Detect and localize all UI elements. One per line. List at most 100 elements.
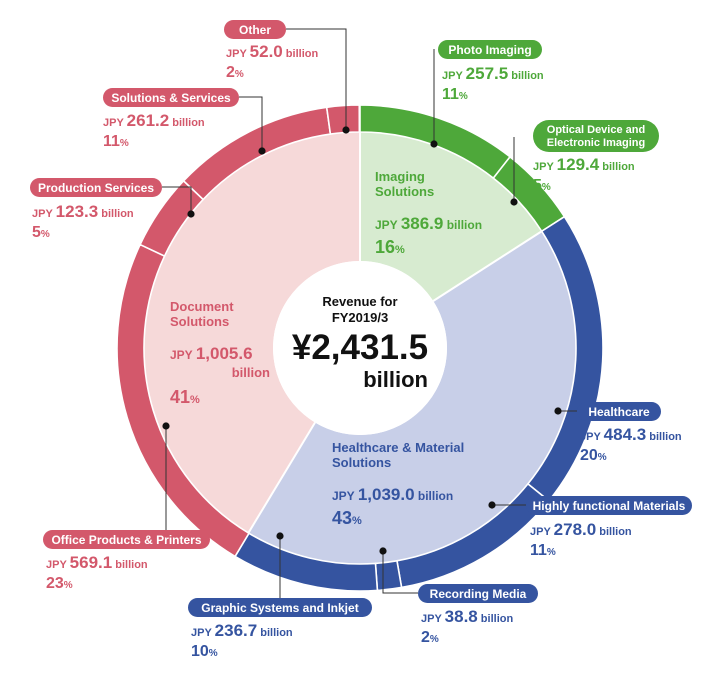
inner-label-value: JPY 386.9 billion — [375, 214, 482, 233]
outer-label-value: JPY 257.5 billion — [442, 64, 544, 83]
leader-dot-2 — [554, 407, 562, 415]
outer-label-pill — [103, 88, 239, 107]
outer-label-name: Electronic Imaging — [547, 137, 645, 149]
inner-label-prefix: JPY — [332, 489, 358, 503]
center-caption-line2: FY2019/3 — [332, 310, 388, 325]
outer-label-percent-sign: % — [430, 634, 439, 645]
center-total-amount: ¥2,431.5 — [292, 328, 428, 367]
leader-dot-9 — [342, 126, 350, 134]
center-total-unit: billion — [363, 367, 428, 392]
outer-label-pill — [224, 20, 286, 39]
outer-label-percent: 11% — [530, 542, 556, 559]
leader-dot-5 — [276, 532, 284, 540]
outer-label-amount: 38.8 — [445, 607, 478, 626]
outer-label-amount: 236.7 — [215, 621, 258, 640]
outer-label-prefix: JPY — [530, 526, 554, 538]
outer-label-unit: billion — [257, 627, 293, 639]
inner-label-percent: 43% — [332, 508, 362, 528]
outer-label-percent: 2% — [421, 629, 439, 646]
inner-label-percent: 41% — [170, 387, 200, 407]
outer-label-percent: 20% — [580, 447, 607, 464]
outer-label-pill — [30, 178, 162, 197]
outer-label-percent-number: 11 — [442, 86, 459, 103]
outer-label-pill — [188, 598, 372, 617]
outer-label-percent: 10% — [191, 643, 218, 660]
outer-label-unit: billion — [599, 161, 635, 173]
leader-lines — [162, 28, 577, 598]
outer-label-percent-number: 11 — [103, 133, 120, 150]
outer-label-5: Graphic Systems and Inkjet JPY 236.7 bill… — [188, 598, 372, 660]
outer-label-value: JPY 261.2 billion — [103, 111, 205, 130]
inner-label-amount: 386.9 — [401, 214, 444, 233]
outer-label-pill — [418, 584, 538, 603]
inner-label-unit: billion — [443, 218, 482, 232]
inner-label-percent-sign: % — [352, 515, 362, 527]
leader-dot-4 — [379, 547, 387, 555]
outer-label-percent-sign: % — [64, 580, 73, 591]
outer-label-amount: 484.3 — [604, 425, 647, 444]
inner-label-percent-sign: % — [190, 394, 200, 406]
outer-label-value: JPY 123.3 billion — [32, 202, 134, 221]
outer-label-6: Office Products & Printers JPY 569.1 bill… — [43, 530, 210, 592]
outer-label-percent: 5% — [32, 224, 50, 241]
inner-label-value: JPY 1,005.6 — [170, 344, 253, 363]
outer-label-unit: billion — [283, 48, 319, 60]
outer-label-percent-sign: % — [542, 182, 551, 193]
outer-label-unit: billion — [478, 613, 514, 625]
outer-label-7: Production Services JPY 123.3 billion 5% — [30, 178, 162, 241]
inner-label-value: JPY 1,039.0 billion — [332, 485, 453, 504]
outer-label-prefix: JPY — [32, 208, 56, 220]
outer-label-prefix: JPY — [226, 48, 250, 60]
inner-label-name: Document — [170, 299, 234, 314]
outer-label-prefix: JPY — [103, 117, 127, 129]
leader-dot-6 — [162, 422, 170, 430]
outer-label-unit: billion — [112, 559, 148, 571]
outer-label-unit: billion — [646, 431, 682, 443]
outer-label-percent-number: 2 — [226, 64, 235, 81]
outer-label-name: Production Services — [38, 181, 154, 195]
outer-label-9: Other JPY 52.0 billion 2% — [224, 20, 318, 81]
outer-label-prefix: JPY — [442, 70, 466, 82]
outer-label-prefix: JPY — [421, 613, 445, 625]
outer-label-percent: 23% — [46, 575, 73, 592]
inner-label-percent: 16% — [375, 237, 405, 257]
outer-label-unit: billion — [596, 526, 632, 538]
outer-label-value: JPY 38.8 billion — [421, 607, 513, 626]
outer-label-unit: billion — [98, 208, 134, 220]
inner-label-prefix: JPY — [170, 348, 196, 362]
inner-label-percent-number: 41 — [170, 387, 190, 407]
center-summary: Revenue for FY2019/3 ¥2,431.5 billion — [292, 294, 428, 392]
outer-label-percent: 5% — [533, 177, 551, 194]
outer-label-name: Highly functional Materials — [533, 499, 686, 513]
outer-label-pill — [577, 402, 661, 421]
outer-label-amount: 261.2 — [127, 111, 170, 130]
outer-label-value: JPY 569.1 billion — [46, 553, 148, 572]
outer-label-name: Other — [239, 23, 271, 37]
outer-label-unit: billion — [508, 70, 544, 82]
outer-label-value: JPY 484.3 billion — [580, 425, 682, 444]
outer-label-name: Healthcare — [588, 405, 650, 419]
outer-label-percent: 11% — [103, 133, 129, 150]
outer-label-name: Photo Imaging — [448, 43, 531, 57]
inner-label-percent-sign: % — [395, 244, 405, 256]
outer-label-percent: 2% — [226, 64, 244, 81]
outer-label-value: JPY 52.0 billion — [226, 42, 318, 61]
outer-label-value: JPY 236.7 billion — [191, 621, 293, 640]
outer-label-4: Recording Media JPY 38.8 billion 2% — [418, 584, 538, 646]
inner-slice-0 — [360, 132, 542, 301]
outer-label-percent-number: 23 — [46, 575, 64, 592]
outer-label-pill — [438, 40, 542, 59]
center-caption-line1: Revenue for — [322, 294, 397, 309]
inner-label-unit: billion — [232, 365, 270, 380]
outer-label-amount: 278.0 — [554, 520, 597, 539]
outer-label-pill — [43, 530, 210, 549]
inner-label-name: Solutions — [170, 314, 229, 329]
leader-line-9 — [286, 28, 347, 130]
outer-label-amount: 52.0 — [250, 42, 283, 61]
